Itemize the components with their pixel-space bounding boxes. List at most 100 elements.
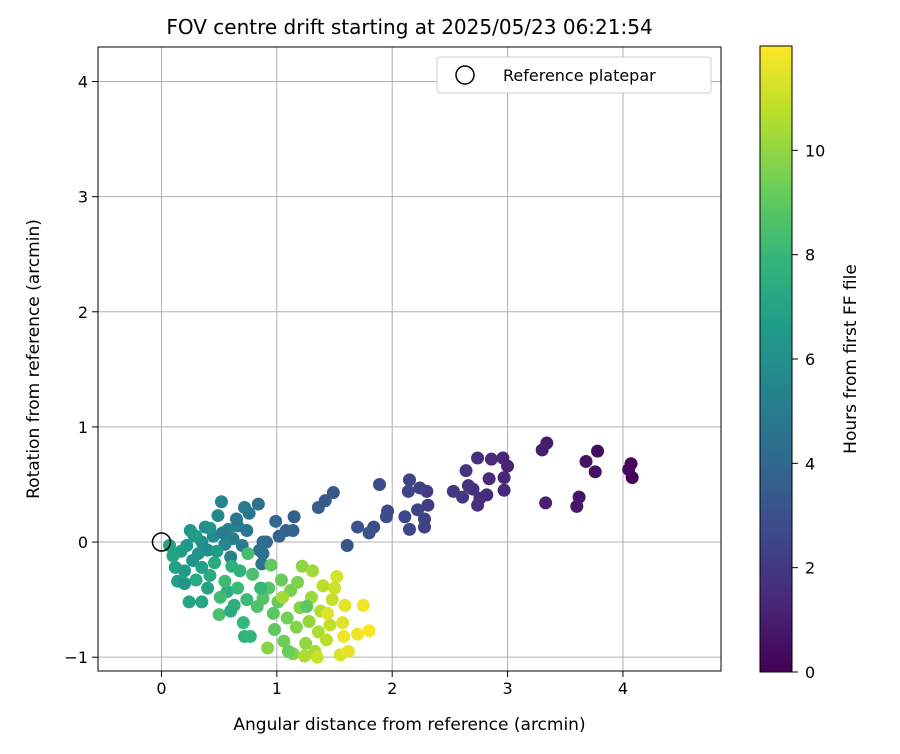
- colorbar-tick-label: 6: [805, 350, 815, 369]
- colorbar-tick-label: 4: [805, 454, 815, 473]
- x-tick-label: 2: [387, 679, 397, 698]
- colorbar-tick-label: 0: [805, 663, 815, 682]
- scatter-point: [218, 574, 232, 588]
- scatter-point: [591, 444, 605, 458]
- scatter-point: [240, 593, 254, 607]
- scatter-point: [280, 611, 294, 625]
- scatter-point: [319, 633, 333, 647]
- scatter-point: [203, 568, 217, 582]
- scatter-point: [211, 509, 225, 523]
- scatter-point: [168, 560, 182, 574]
- colorbar-tick-label: 2: [805, 559, 815, 578]
- scatter-point: [216, 526, 230, 540]
- scatter-point: [224, 604, 238, 618]
- colorbar-label: Hours from first FF file: [841, 264, 861, 454]
- scatter-point: [403, 522, 416, 536]
- scatter-point: [588, 465, 602, 479]
- scatter-point: [274, 573, 288, 587]
- scatter-point: [212, 608, 226, 622]
- scatter-point: [210, 544, 224, 558]
- scatter-point: [622, 463, 636, 477]
- scatter-point: [302, 614, 316, 628]
- scatter-point: [208, 556, 222, 570]
- scatter-point: [178, 577, 192, 591]
- scatter-point: [186, 553, 200, 567]
- y-axis-label: Rotation from reference (arcmin): [24, 219, 44, 499]
- colorbar-tick-label: 10: [805, 141, 825, 160]
- scatter-point: [403, 473, 416, 487]
- x-tick-label: 4: [618, 679, 628, 698]
- scatter-point: [238, 501, 252, 515]
- scatter-point: [291, 575, 305, 589]
- scatter-point: [340, 539, 354, 553]
- scatter-point: [246, 567, 260, 581]
- scatter-point: [461, 479, 475, 493]
- scatter-point: [401, 484, 415, 498]
- scatter-point: [287, 510, 301, 524]
- y-tick-label: 0: [78, 533, 88, 552]
- scatter-point: [338, 598, 352, 612]
- legend-marker: [455, 65, 475, 85]
- scatter-point: [570, 499, 584, 513]
- scatter-point: [373, 477, 387, 491]
- scatter-point: [535, 443, 549, 457]
- scatter-point: [225, 559, 239, 573]
- x-tick-label: 0: [156, 679, 166, 698]
- scatter-point: [496, 451, 510, 465]
- scatter-point: [362, 526, 376, 540]
- scatter-point: [323, 618, 337, 632]
- scatter-point: [330, 570, 344, 584]
- y-axis: −1 0 1 2 3 4: [64, 73, 98, 667]
- scatter-point: [482, 472, 496, 486]
- scatter-point: [362, 624, 376, 638]
- scatter-point: [484, 452, 498, 466]
- scatter-point: [325, 593, 339, 607]
- scatter-point: [201, 581, 215, 595]
- scatter-point: [231, 581, 245, 595]
- scatter-point: [321, 606, 335, 620]
- scatter-point: [497, 483, 511, 497]
- scatter-point: [311, 501, 325, 515]
- scatter-point: [182, 595, 196, 609]
- scatter-point: [295, 559, 309, 573]
- scatter-point: [251, 497, 265, 511]
- scatter-point: [310, 650, 324, 664]
- scatter-point: [356, 598, 370, 612]
- x-axis-label: Angular distance from reference (arcmin): [233, 715, 585, 735]
- legend-box: [436, 56, 712, 94]
- scatter-point: [298, 649, 312, 663]
- scatter-point: [166, 549, 180, 563]
- scatter-point: [421, 498, 435, 512]
- scatter-point: [411, 503, 425, 517]
- y-tick-label: 3: [78, 188, 88, 207]
- scatter-point: [336, 616, 350, 630]
- reference-point: [151, 532, 172, 552]
- scatter-point: [256, 591, 270, 605]
- scatter-point: [203, 521, 217, 535]
- scatter-point: [195, 560, 209, 574]
- scatter-point: [341, 644, 355, 658]
- x-tick-label: 3: [502, 679, 512, 698]
- scatter-point: [195, 595, 209, 609]
- y-tick-label: 2: [78, 303, 88, 322]
- scatter-point: [266, 606, 280, 620]
- scatter-point: [254, 581, 268, 595]
- scatter-point: [351, 627, 365, 641]
- scatter-point: [459, 464, 473, 478]
- scatter-point: [243, 629, 257, 643]
- legend-entry: Reference platepar: [503, 66, 656, 85]
- chart-title: FOV centre drift starting at 2025/05/23 …: [166, 15, 652, 39]
- scatter-point: [471, 498, 485, 512]
- scatter-point: [277, 634, 291, 648]
- scatter-point: [264, 558, 278, 572]
- colorbar: 0 2 4 6 8 10 Hours from first FF file: [759, 45, 861, 682]
- scatter-point: [236, 616, 250, 630]
- scatter-point: [268, 623, 282, 637]
- plot-frame: [97, 46, 722, 672]
- scatter-point: [539, 496, 553, 510]
- scatter-point: [413, 481, 427, 495]
- scatter-point: [229, 512, 243, 526]
- scatter-point: [417, 520, 431, 534]
- colorbar-tick-label: 8: [805, 246, 815, 265]
- y-tick-label: 4: [78, 73, 88, 92]
